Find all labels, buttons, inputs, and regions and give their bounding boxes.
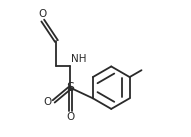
Text: O: O (38, 9, 46, 19)
Text: NH: NH (71, 54, 86, 64)
Text: S: S (66, 81, 74, 94)
Text: O: O (43, 97, 52, 107)
Text: O: O (66, 112, 74, 122)
